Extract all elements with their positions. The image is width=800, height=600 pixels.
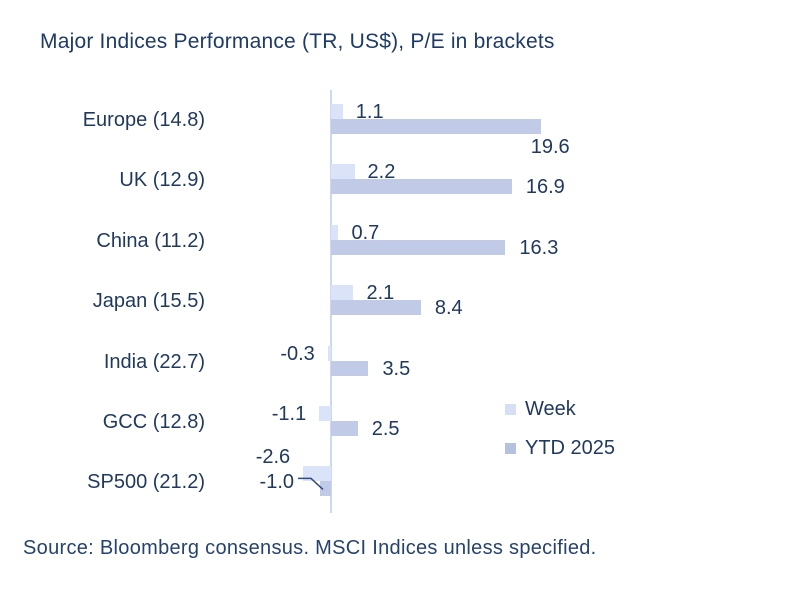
ytd-value-label: 8.4 xyxy=(434,297,463,320)
week-bar xyxy=(331,224,339,240)
week-bar xyxy=(327,345,331,361)
ytd-bar xyxy=(331,179,512,195)
week-value-label: 2.2 xyxy=(367,161,396,184)
week-bar xyxy=(303,466,331,482)
category-label: India (22.7) xyxy=(103,350,205,373)
ytd-bar xyxy=(320,481,331,497)
category-label: UK (12.9) xyxy=(119,169,205,192)
ytd-value-label: -1.0 xyxy=(259,471,294,494)
ytd-bar xyxy=(331,421,358,436)
chart-title: Major Indices Performance (TR, US$), P/E… xyxy=(40,30,555,53)
legend-item-ytd: YTD 2025 xyxy=(505,437,615,459)
category-label: Europe (14.8) xyxy=(82,109,205,131)
week-value-label: 2.1 xyxy=(366,282,395,305)
category-label: China (11.2) xyxy=(96,229,205,252)
week-value-label: -1.1 xyxy=(271,403,307,425)
ytd-value-label: 2.5 xyxy=(371,418,400,440)
week-value-label: -2.6 xyxy=(255,446,291,469)
week-bar xyxy=(331,164,355,180)
legend-label-week: Week xyxy=(525,397,576,420)
ytd-swatch-icon xyxy=(505,442,516,454)
legend-label-ytd: YTD 2025 xyxy=(525,436,616,459)
ytd-value-label: 16.3 xyxy=(519,236,559,259)
week-bar xyxy=(319,406,331,421)
ytd-bar xyxy=(331,239,506,255)
ytd-value-label: 3.5 xyxy=(382,357,411,380)
category-label: GCC (12.8) xyxy=(102,411,205,433)
category-label: SP500 (21.2) xyxy=(87,471,205,494)
ytd-bar xyxy=(331,300,421,316)
ytd-bar xyxy=(331,119,541,134)
week-bar xyxy=(331,104,343,119)
week-value-label: -0.3 xyxy=(280,342,315,365)
source-note: Source: Bloomberg consensus. MSCI Indice… xyxy=(23,537,597,559)
week-value-label: 1.1 xyxy=(355,101,384,123)
ytd-value-label: 16.9 xyxy=(525,176,565,199)
ytd-value-label: 19.6 xyxy=(530,136,570,158)
category-label: Japan (15.5) xyxy=(92,290,205,313)
ytd-bar xyxy=(331,360,369,376)
legend-item-week: Week xyxy=(505,398,576,420)
week-value-label: 0.7 xyxy=(351,221,380,244)
week-bar xyxy=(331,285,354,301)
week-swatch-icon xyxy=(505,403,516,415)
